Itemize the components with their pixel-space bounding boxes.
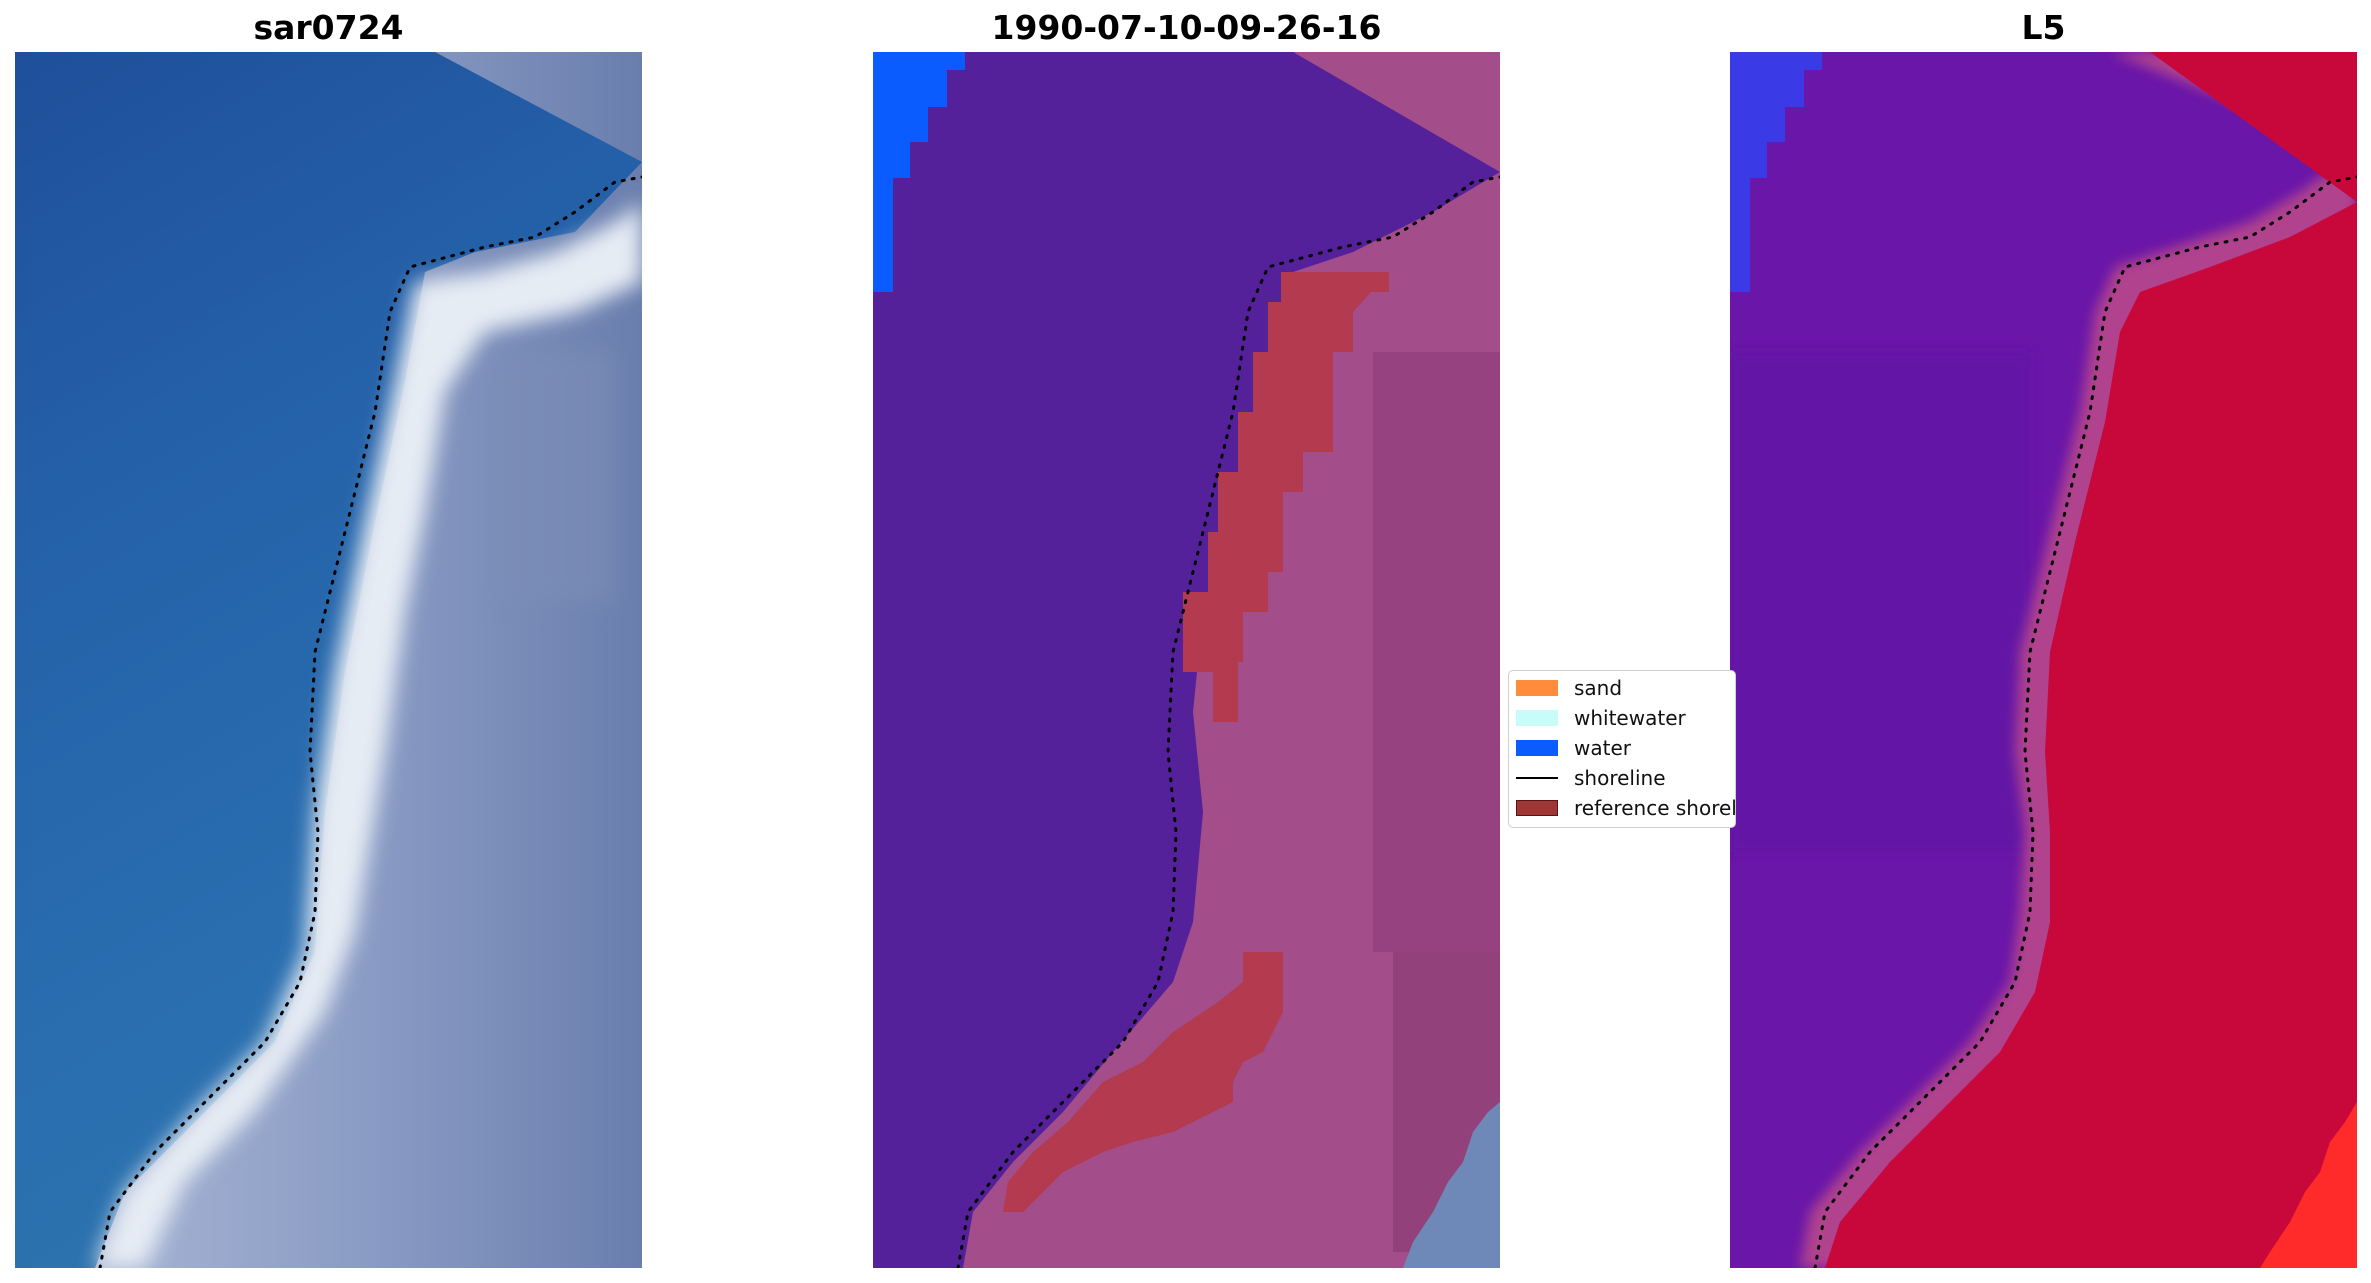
reference-shoreline-swatch — [1516, 800, 1558, 816]
panel-title-rgb: sar0724 — [253, 8, 404, 47]
index-image-panel — [1730, 52, 2357, 1268]
legend-label: water — [1574, 736, 1631, 760]
index-image — [1730, 52, 2357, 1268]
panel-title-index: L5 — [2021, 8, 2066, 47]
whitewater-band — [95, 202, 642, 1268]
rgb-image — [15, 52, 642, 1268]
classified-image — [873, 52, 1500, 1268]
whitewater-swatch — [1516, 710, 1558, 726]
shoreline-dots — [956, 175, 1500, 1268]
shoreline-dots — [1813, 175, 2357, 1268]
legend: sand whitewater water shoreline referenc… — [1508, 670, 1736, 828]
water-swatch — [1516, 740, 1558, 756]
bright-water-corner — [1730, 52, 1822, 292]
land-area — [1825, 52, 2357, 1268]
bright-red-corner — [2260, 1102, 2357, 1268]
legend-label: sand — [1574, 676, 1623, 700]
legend-label: whitewater — [1574, 706, 1686, 730]
legend-label: shoreline — [1574, 766, 1666, 790]
legend-item-sand: sand — [1516, 673, 1622, 703]
reference-shoreline-upper — [1183, 272, 1389, 722]
bright-water-right — [1403, 1102, 1500, 1268]
sand-swatch — [1516, 680, 1558, 696]
legend-item-shoreline: shoreline — [1516, 763, 1666, 793]
bright-water-corner — [873, 52, 965, 292]
legend-item-reference-shoreline: reference shoreline — [1516, 793, 1736, 823]
legend-item-whitewater: whitewater — [1516, 703, 1686, 733]
shoreline-dots — [98, 175, 642, 1268]
reference-shoreline-lower — [1003, 952, 1283, 1212]
legend-item-water: water — [1516, 733, 1631, 763]
shoreline-line-swatch — [1516, 777, 1558, 779]
legend-label: reference shoreline — [1574, 796, 1736, 820]
panel-title-classified: 1990-07-10-09-26-16 — [991, 8, 1382, 47]
classified-image-panel — [873, 52, 1500, 1268]
rgb-image-panel — [15, 52, 642, 1268]
